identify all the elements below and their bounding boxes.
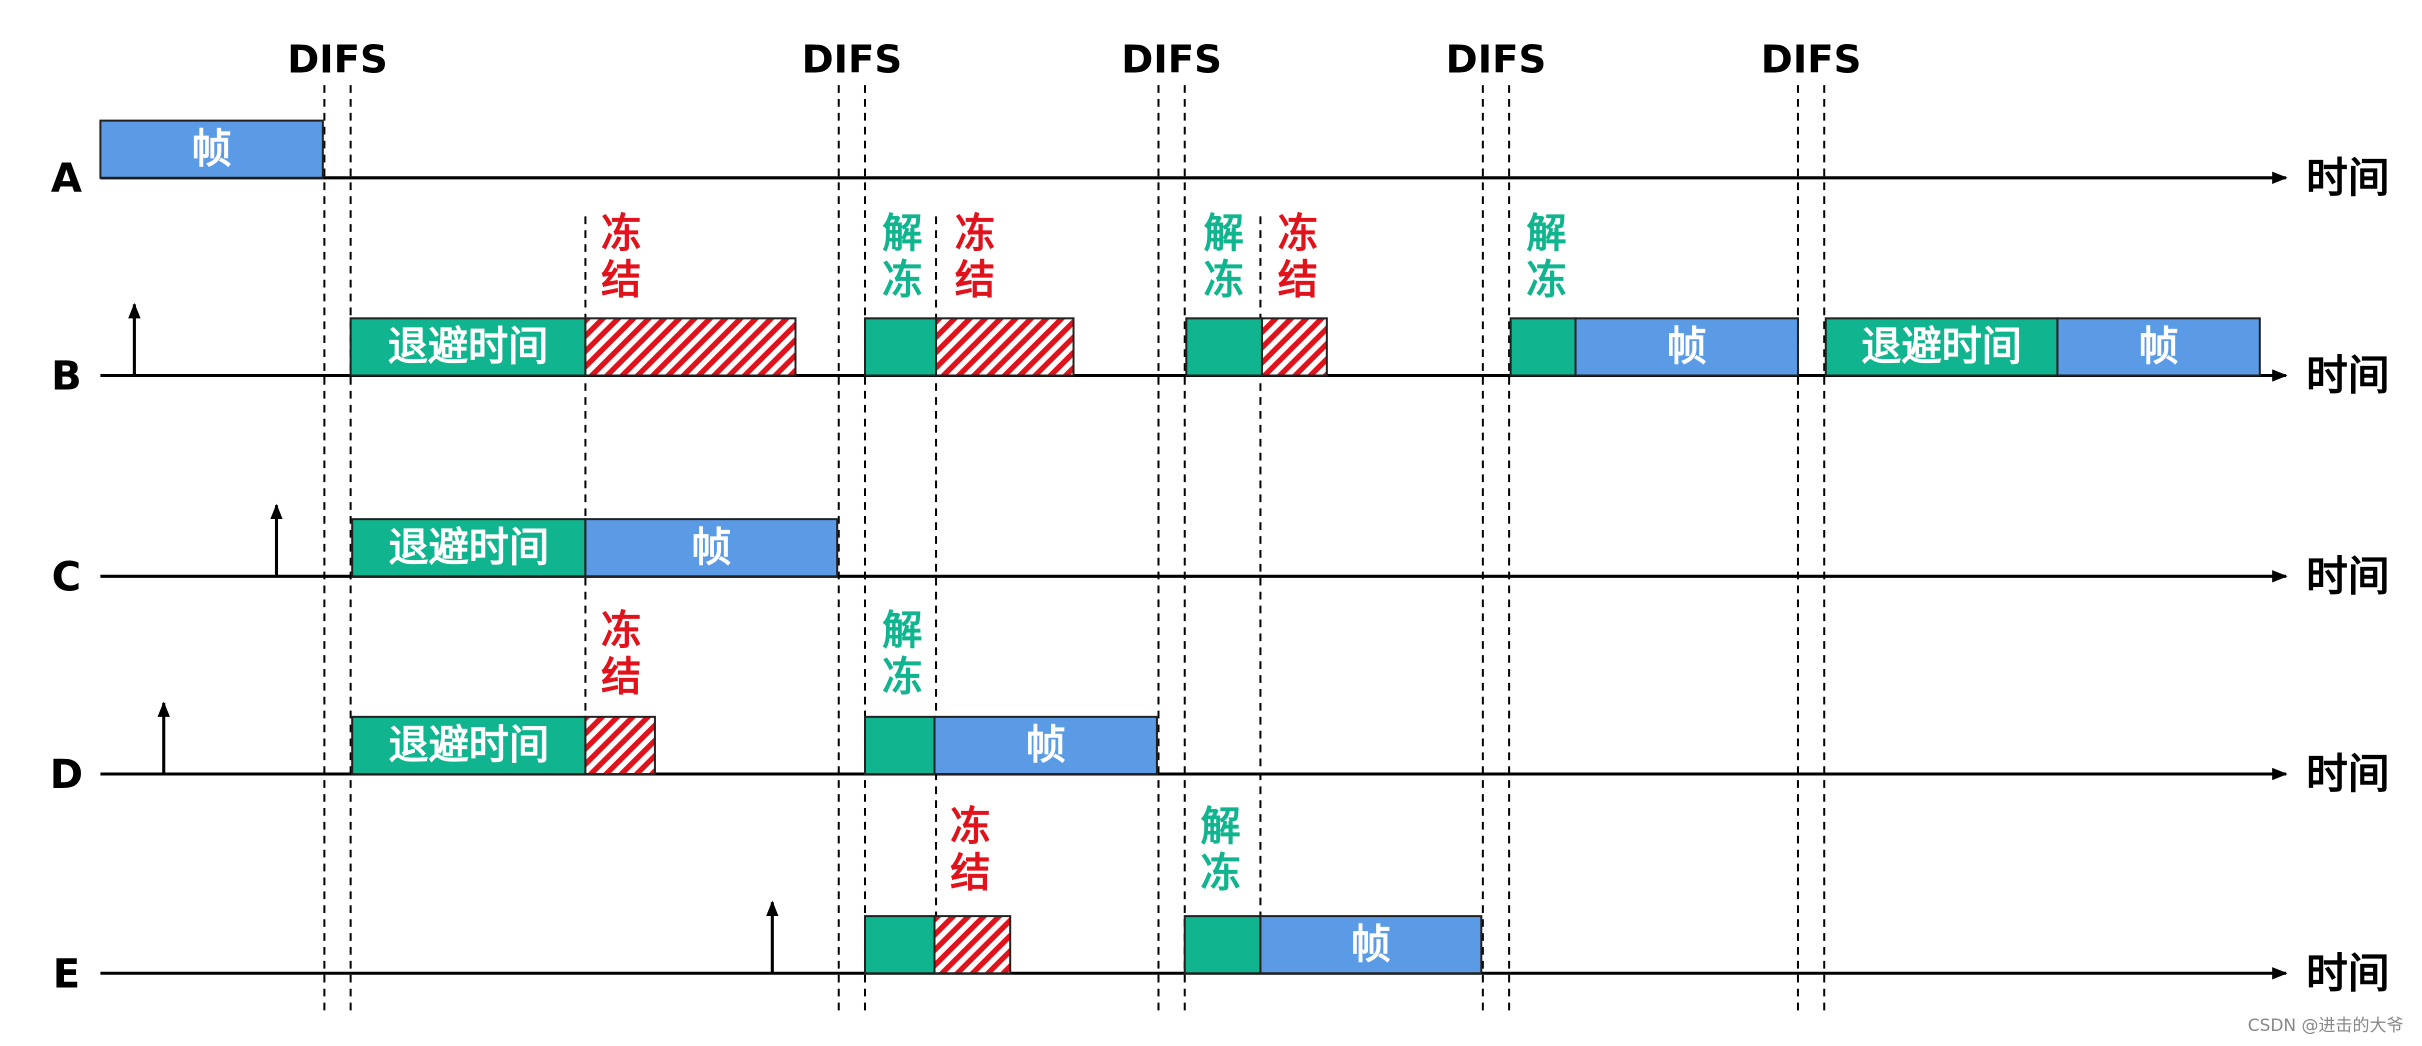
block-label: 帧 <box>691 525 731 571</box>
block-label: 退避时间 <box>1861 324 2022 370</box>
backoff-block <box>863 915 936 975</box>
axis-label: 时间 <box>2306 749 2389 798</box>
state-annotation: 解冻 <box>1519 212 1566 305</box>
axis-label: 时间 <box>2306 948 2389 997</box>
block-label: 退避时间 <box>388 324 549 370</box>
frozen-block <box>935 317 1075 377</box>
state-annotation: 解冻 <box>875 212 922 305</box>
row-label: A <box>51 156 82 202</box>
frame-block <box>584 518 839 578</box>
frozen-block <box>584 317 797 377</box>
axis-label: 时间 <box>2306 153 2389 202</box>
state-annotation: 解冻 <box>1196 212 1243 305</box>
state-annotation: 冻结 <box>594 212 641 305</box>
block-label: 帧 <box>1667 324 1707 370</box>
backoff-block <box>351 518 587 578</box>
state-annotation: 冻结 <box>594 609 641 702</box>
watermark: CSDN @进击的大爷 <box>2248 1016 2404 1036</box>
difs-label: DIFS <box>1121 37 1222 82</box>
block-label: 退避时间 <box>388 723 549 769</box>
backoff-block <box>349 317 587 377</box>
frozen-block <box>1260 317 1328 377</box>
difs-label: DIFS <box>1446 37 1547 82</box>
row-label: E <box>53 951 80 997</box>
frame-block <box>1259 915 1483 975</box>
axis-label: 时间 <box>2306 551 2389 600</box>
state-annotation: 冻结 <box>943 805 990 898</box>
state-annotation: 解冻 <box>1193 805 1240 898</box>
block-label: 帧 <box>192 127 232 173</box>
frame-block <box>2056 317 2261 377</box>
row-label: B <box>51 354 82 400</box>
difs-label: DIFS <box>1761 37 1862 82</box>
frozen-block <box>584 715 656 776</box>
axis-label: 时间 <box>2306 351 2389 400</box>
difs-label: DIFS <box>287 37 388 82</box>
backoff-block <box>351 715 587 776</box>
row-label: C <box>52 554 81 600</box>
state-annotation: 解冻 <box>875 609 922 702</box>
frame-block <box>933 715 1158 776</box>
difs-label: DIFS <box>802 37 903 82</box>
backoff-block <box>863 715 936 776</box>
frame-block <box>1574 317 1799 377</box>
backoff-block <box>863 317 938 377</box>
block-label: 退避时间 <box>388 525 549 571</box>
state-annotation: 冻结 <box>1270 212 1317 305</box>
block-label: 帧 <box>2139 324 2179 370</box>
block-label: 帧 <box>1026 723 1066 769</box>
backoff-block <box>1509 317 1577 377</box>
state-annotation: 冻结 <box>947 212 994 305</box>
block-label: 帧 <box>1351 922 1391 968</box>
frame-block <box>99 119 324 179</box>
backoff-block <box>1183 915 1262 975</box>
frozen-block <box>933 915 1012 975</box>
row-label: D <box>50 752 83 798</box>
backoff-block <box>1824 317 2059 377</box>
backoff-block <box>1185 317 1263 377</box>
